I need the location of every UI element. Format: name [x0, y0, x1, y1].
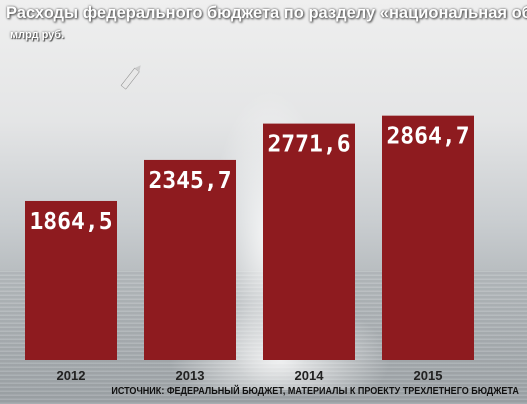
value-label-2013: 2345,7: [148, 168, 231, 194]
chart-title: Расходы федерального бюджета по разделу …: [6, 4, 527, 22]
x-tick-label-2014: 2014: [295, 368, 325, 383]
value-label-2015: 2864,7: [386, 124, 469, 150]
x-tick-label-2015: 2015: [414, 368, 443, 383]
x-tick-label-2013: 2013: [176, 368, 205, 383]
unit-label: млрд руб.: [10, 29, 65, 41]
value-label-2014: 2771,6: [267, 132, 350, 158]
bar-2013: [144, 159, 236, 360]
bar-2014: [263, 123, 355, 361]
bar-2012: [25, 200, 117, 360]
x-tick-label-2012: 2012: [57, 368, 86, 383]
source-note: ИСТОЧНИК: ФЕДЕРАЛЬНЫЙ БЮДЖЕТ, МАТЕРИАЛЫ …: [111, 385, 519, 397]
value-label-2012: 1864,5: [29, 209, 112, 235]
bar-2015: [382, 115, 474, 360]
